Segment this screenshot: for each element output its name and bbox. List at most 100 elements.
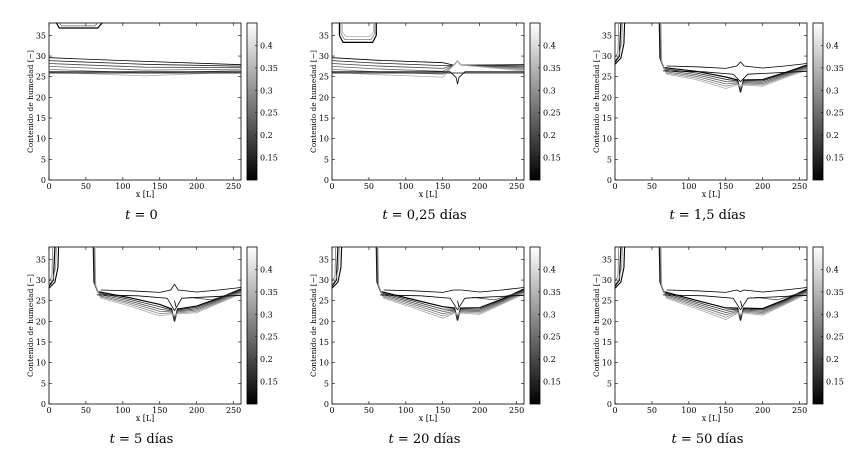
x-tick-label: 100	[115, 182, 130, 191]
contour-line	[96, 294, 241, 312]
x-tick-label: 250	[509, 182, 524, 191]
contour-lines	[332, 247, 524, 321]
contour-line	[740, 300, 743, 307]
contour-line	[58, 23, 98, 27]
y-tick-label: 15	[602, 114, 612, 123]
contour-line	[332, 247, 339, 287]
contour-line	[660, 247, 807, 320]
y-tick-label: 5	[607, 155, 612, 164]
colorbar	[529, 246, 541, 405]
colorbar-tick-label: 0.25	[260, 333, 278, 342]
x-tick-label: 0	[46, 182, 51, 191]
caption-symbol: t	[669, 208, 675, 223]
colorbar-tick-label: 0.3	[260, 86, 273, 95]
contour-line	[615, 23, 622, 63]
y-tick-label: 30	[36, 276, 46, 285]
colorbar-tick-label: 0.15	[260, 378, 278, 387]
colorbar-tick-label: 0.15	[826, 154, 844, 163]
x-axis-label: x [L]	[702, 190, 721, 199]
contour-line	[49, 247, 57, 285]
caption-value: = 50 días	[676, 432, 744, 447]
x-tick-label: 50	[364, 182, 374, 191]
x-tick-label: 50	[81, 406, 91, 415]
caption-value: = 0	[130, 208, 158, 223]
y-tick-label: 25	[36, 297, 46, 306]
y-tick-label: 10	[319, 135, 329, 144]
contour-line	[49, 66, 241, 71]
contour-line	[660, 23, 807, 89]
contour-line	[332, 71, 524, 85]
contour-line	[94, 247, 241, 317]
x-tick-label: 200	[472, 182, 487, 191]
y-tick-label: 15	[319, 338, 329, 347]
y-tick-label: 35	[602, 31, 612, 40]
y-axis-label: Contenido de humedad [−]	[26, 274, 35, 377]
contour-plot: 0 50 100 150 200 250 0 5 10 15 20 25 30 35 x [L] Conten…	[309, 246, 561, 423]
colorbar-tick-label: 0.4	[260, 265, 273, 274]
x-tick-label: 0	[329, 406, 334, 415]
colorbar-tick-label: 0.25	[543, 333, 561, 342]
contour-line	[49, 247, 60, 289]
y-tick-label: 30	[602, 52, 612, 61]
contour-line	[100, 283, 241, 293]
colorbar-tick-label: 0.35	[543, 288, 561, 297]
contour-panel-2: 0 50 100 150 200 250 0 5 10 15 20 25 30 35 x [L] Conten…	[283, 0, 566, 233]
x-tick-label: 200	[755, 182, 770, 191]
colorbar-tick-label: 0.35	[260, 288, 278, 297]
caption-symbol: t	[109, 432, 115, 447]
x-tick-label: 0	[612, 406, 617, 415]
contour-line	[341, 23, 374, 37]
x-tick-label: 250	[226, 406, 241, 415]
x-tick-label: 250	[509, 406, 524, 415]
y-tick-label: 10	[319, 359, 329, 368]
contour-line	[457, 300, 460, 307]
x-tick-label: 50	[647, 182, 657, 191]
contour-plot: 0 50 100 150 200 250 0 5 10 15 20 25 30 35 x [L] Conten…	[592, 246, 844, 423]
caption-symbol: t	[125, 208, 131, 223]
x-tick-label: 100	[398, 182, 413, 191]
colorbar-tick-label: 0.4	[260, 41, 273, 50]
caption-value: = 1,5 días	[674, 208, 746, 223]
y-tick-label: 20	[319, 317, 329, 326]
y-tick-label: 20	[602, 93, 612, 102]
colorbar-tick-label: 0.35	[260, 64, 278, 73]
y-axis-label: Contenido de humedad [−]	[309, 274, 318, 377]
contour-lines	[49, 247, 241, 322]
x-tick-label: 150	[718, 406, 733, 415]
colorbar	[246, 246, 258, 405]
x-tick-label: 150	[435, 182, 450, 191]
contour-line	[666, 287, 807, 293]
contour-line	[662, 70, 807, 83]
contour-plot: 0 50 100 150 200 250 0 5 10 15 20 25 30 35 x [L] Conten…	[309, 22, 561, 199]
colorbar-tick-label: 0.35	[543, 64, 561, 73]
colorbar-tick-label: 0.15	[543, 154, 561, 163]
y-axis-label: Contenido de humedad [−]	[26, 50, 35, 153]
colorbar-tick-label: 0.25	[260, 109, 278, 118]
y-tick-label: 30	[319, 276, 329, 285]
y-tick-label: 15	[36, 114, 46, 123]
colorbar-tick-label: 0.4	[543, 41, 556, 50]
y-tick-label: 10	[602, 135, 612, 144]
x-tick-label: 150	[152, 406, 167, 415]
colorbar-tick-label: 0.2	[543, 355, 556, 364]
x-tick-label: 250	[792, 406, 807, 415]
x-tick-label: 250	[792, 182, 807, 191]
colorbar-tick-label: 0.25	[543, 109, 561, 118]
y-tick-label: 15	[319, 114, 329, 123]
x-tick-label: 100	[115, 406, 130, 415]
y-tick-label: 5	[324, 379, 329, 388]
contour-panel-5: 0 50 100 150 200 250 0 5 10 15 20 25 30 35 x [L] Conten…	[283, 224, 566, 457]
colorbar	[529, 22, 541, 181]
panel-caption: t = 0	[0, 208, 283, 223]
y-tick-label: 30	[602, 276, 612, 285]
contour-line	[332, 60, 524, 78]
colorbar-tick-label: 0.3	[826, 310, 839, 319]
contour-line	[338, 23, 377, 43]
caption-value: = 5 días	[114, 432, 174, 447]
contour-line	[666, 61, 807, 69]
panel-caption: t = 0,25 días	[283, 208, 566, 223]
y-tick-label: 0	[41, 400, 46, 409]
contour-line	[615, 23, 623, 61]
y-tick-label: 10	[602, 359, 612, 368]
y-tick-label: 5	[607, 379, 612, 388]
